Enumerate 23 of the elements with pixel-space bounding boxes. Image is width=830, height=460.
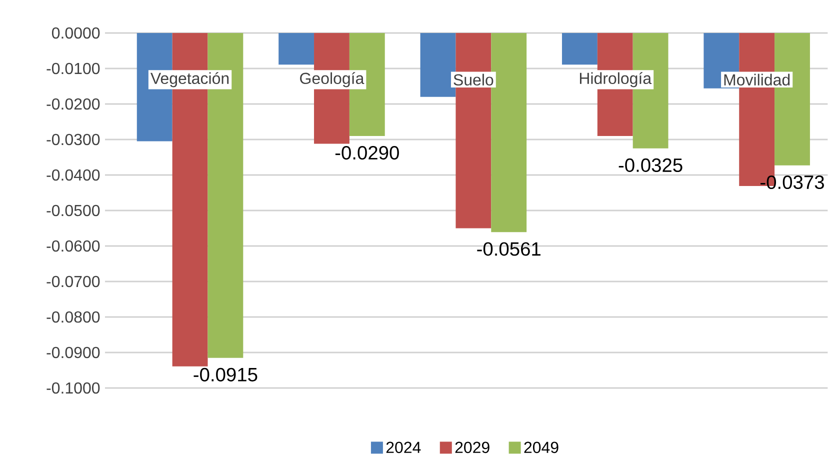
y-tick-label: -0.0600 [46, 240, 100, 252]
y-tick-label: -0.0400 [46, 169, 100, 181]
y-tick-label: -0.0100 [46, 62, 100, 74]
legend-label: 2049 [524, 442, 558, 453]
y-tick-label: -0.0500 [46, 204, 100, 216]
y-tick-label: -0.1000 [46, 382, 100, 394]
x-tick-label: Suelo [454, 74, 494, 86]
y-tick-label: -0.0900 [46, 346, 100, 358]
legend-label: 2024 [386, 442, 421, 453]
x-tick-label: Vegetación [150, 72, 229, 88]
y-tick-label: -0.0300 [46, 134, 100, 146]
data-label: -0.0915 [194, 368, 258, 382]
x-tick-label: Hidrología [580, 72, 652, 88]
legend-label: 2029 [455, 442, 490, 453]
y-tick-label: -0.0800 [46, 311, 100, 323]
y-tick-label: -0.0700 [46, 276, 100, 288]
y-tick-label: -0.0200 [46, 98, 100, 110]
y-tick-label: 0.0000 [52, 27, 100, 39]
data-label: -0.0561 [477, 242, 540, 256]
x-tick-label: Movilidad [724, 74, 790, 86]
data-label: -0.0325 [618, 158, 682, 172]
x-tick-label: Geología [300, 72, 364, 88]
data-label: -0.0290 [335, 146, 399, 160]
